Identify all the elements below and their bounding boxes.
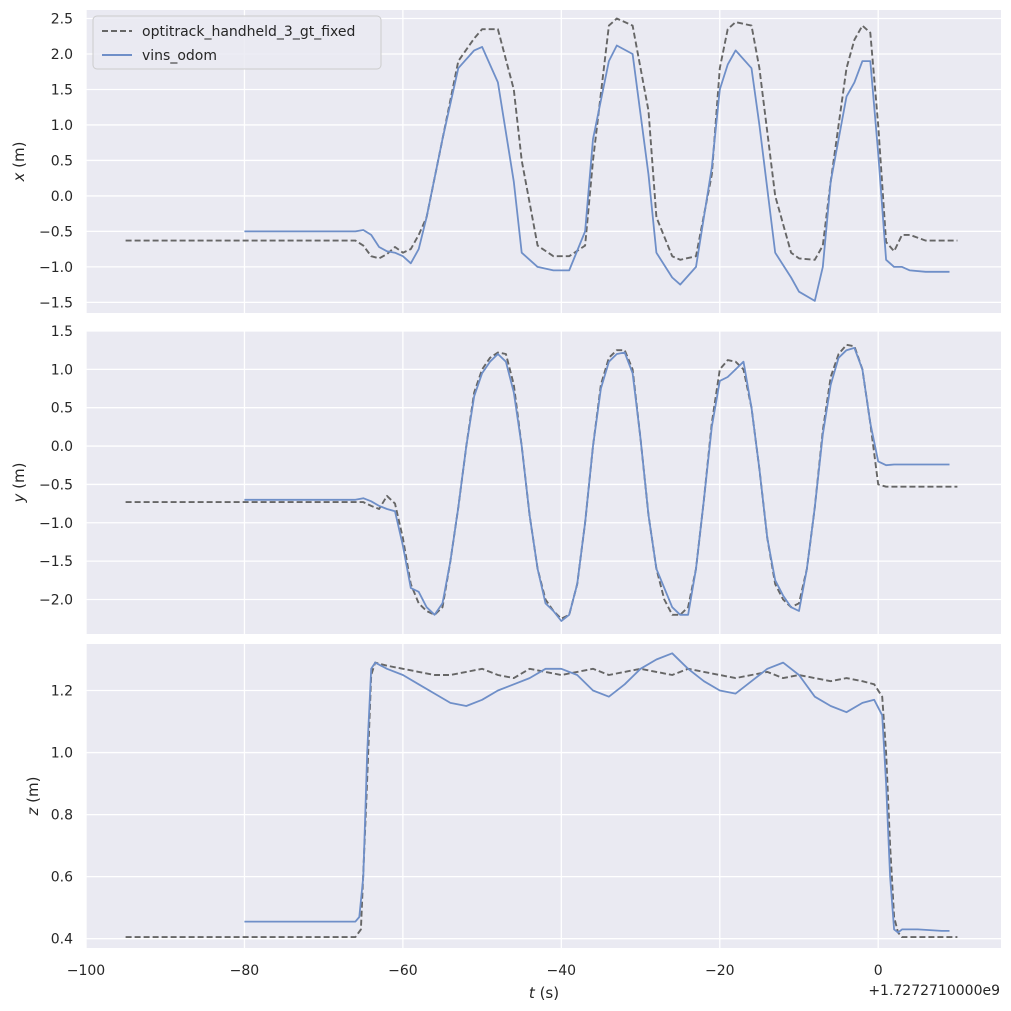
y-axis-label-var: y (10, 492, 28, 503)
y-tick-label: 1.5 (51, 82, 73, 98)
panel-z: 0.4 0.6 0.8 1.0 1.2 z (m) (24, 644, 1001, 948)
y-tick-label: 1.2 (51, 684, 73, 700)
legend-label: optitrack_handheld_3_gt_fixed (142, 24, 355, 40)
y-axis-label-unit: (m) (24, 777, 42, 808)
x-tick-label: −60 (388, 963, 418, 979)
legend-box (92, 15, 382, 70)
x-tick-label: 0 (874, 963, 883, 979)
x-axis-label-var: t (529, 984, 536, 1002)
x-tick-label: −20 (705, 963, 735, 979)
y-tick-label: 2.5 (51, 12, 73, 28)
y-tick-label: 1.0 (51, 118, 73, 134)
y-tick-label: −2.0 (39, 592, 73, 608)
y-tick-label: −1.0 (39, 516, 73, 532)
series-line-vins-z (244, 652, 950, 934)
y-tick-label: −1.5 (39, 295, 73, 311)
y-tick-label: 0.5 (51, 401, 73, 417)
x-axis-label: t (s) (529, 984, 559, 1002)
y-tick-label: −1.0 (39, 260, 73, 276)
x-offset-text: +1.7272710000e9 (868, 983, 1000, 999)
series-line-vins-y (244, 347, 950, 622)
y-tick-label: 0.5 (51, 153, 73, 169)
panel-y: −2.0 −1.5 −1.0 −0.5 0.0 0.5 1.0 1.5 y (m) (10, 324, 1001, 634)
y-tick-label: 0.0 (51, 439, 73, 455)
y-tick-label: −0.5 (39, 224, 73, 240)
y-tick-label: 0.0 (51, 189, 73, 205)
y-tick-label: 0.4 (51, 932, 73, 948)
y-tick-label: 1.5 (51, 324, 73, 340)
x-tick-label: −40 (547, 963, 577, 979)
y-tick-label: 1.0 (51, 362, 73, 378)
y-axis-label: z (m) (24, 777, 42, 817)
y-tick-label: 0.8 (51, 808, 73, 824)
y-tick-label: −1.5 (39, 554, 73, 570)
y-tick-label: 2.0 (51, 47, 73, 63)
y-tick-label: −0.5 (39, 477, 73, 493)
series-line-vins-x (244, 44, 950, 302)
y-axis-label: y (m) (10, 463, 28, 504)
y-axis-label-var: x (10, 172, 28, 182)
plot-area-y (86, 331, 1001, 634)
y-axis-label-unit: (m) (10, 463, 28, 494)
x-axis-label-unit: (s) (535, 984, 559, 1002)
plot-area-z (86, 644, 1001, 948)
series-line-gt-z (125, 661, 958, 939)
x-tick-label: −80 (230, 963, 260, 979)
legend: optitrack_handheld_3_gt_fixed vins_odom (92, 15, 382, 70)
legend-label: vins_odom (142, 48, 217, 64)
y-axis-label-unit: (m) (10, 142, 28, 173)
y-axis-label-var: z (24, 806, 42, 816)
y-tick-label: 1.0 (51, 746, 73, 762)
x-tick-label: −100 (67, 963, 105, 979)
y-tick-label: 0.6 (51, 870, 73, 886)
y-axis-label: x (m) (10, 142, 28, 183)
